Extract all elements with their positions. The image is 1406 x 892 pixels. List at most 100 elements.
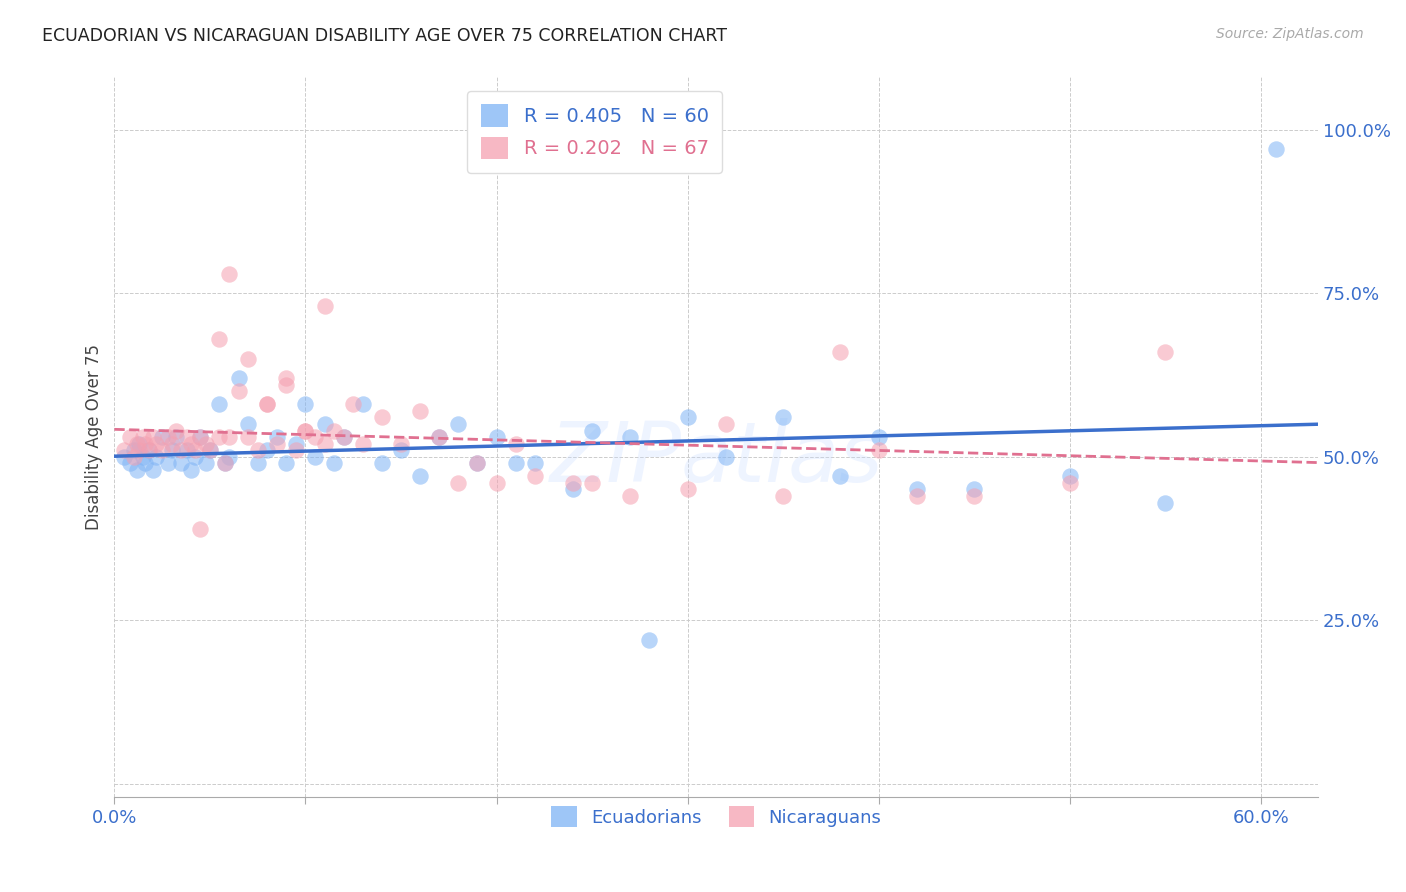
Point [276, 371, 298, 385]
Point [246, 456, 269, 470]
Point [165, 430, 187, 444]
Point [218, 450, 240, 464]
Text: ZIPatlas: ZIPatlas [550, 418, 883, 500]
Point [619, 430, 641, 444]
Point [276, 456, 298, 470]
Point [352, 436, 374, 450]
Point [228, 371, 250, 385]
Point [122, 450, 145, 464]
Point [170, 443, 193, 458]
Point [150, 443, 173, 458]
Point [409, 404, 432, 418]
Point [772, 410, 794, 425]
Point [160, 443, 183, 458]
Point [467, 456, 489, 470]
Point [1059, 469, 1081, 483]
Point [128, 443, 150, 458]
Point [160, 436, 183, 450]
Point [256, 397, 278, 411]
Point [1154, 495, 1177, 509]
Text: Source: ZipAtlas.com: Source: ZipAtlas.com [1216, 27, 1364, 41]
Y-axis label: Disability Age Over 75: Disability Age Over 75 [86, 344, 103, 530]
Point [266, 430, 288, 444]
Point [170, 456, 193, 470]
Point [562, 483, 585, 497]
Point [304, 430, 326, 444]
Point [447, 417, 470, 431]
Point [112, 443, 135, 458]
Point [830, 469, 852, 483]
Point [1059, 475, 1081, 490]
Point [523, 456, 546, 470]
Point [266, 436, 288, 450]
Point [118, 430, 141, 444]
Point [284, 443, 307, 458]
Point [505, 456, 527, 470]
Point [208, 332, 231, 346]
Point [180, 436, 202, 450]
Point [180, 463, 202, 477]
Point [208, 430, 231, 444]
Point [156, 456, 179, 470]
Point [183, 443, 205, 458]
Point [190, 522, 212, 536]
Point [389, 436, 412, 450]
Point [638, 632, 661, 647]
Point [371, 410, 394, 425]
Point [156, 430, 179, 444]
Point [276, 377, 298, 392]
Point [218, 267, 240, 281]
Legend: Ecuadorians, Nicaraguans: Ecuadorians, Nicaraguans [544, 799, 889, 835]
Point [256, 397, 278, 411]
Point [389, 443, 412, 458]
Point [246, 443, 269, 458]
Point [198, 443, 221, 458]
Point [323, 456, 346, 470]
Point [905, 483, 928, 497]
Point [342, 397, 364, 411]
Point [314, 417, 336, 431]
Point [676, 410, 699, 425]
Point [447, 475, 470, 490]
Point [485, 475, 508, 490]
Point [963, 483, 986, 497]
Point [176, 430, 198, 444]
Point [127, 436, 149, 450]
Point [868, 430, 890, 444]
Point [198, 443, 221, 458]
Point [314, 299, 336, 313]
Point [138, 443, 160, 458]
Point [323, 424, 346, 438]
Point [294, 424, 316, 438]
Point [138, 443, 160, 458]
Point [256, 443, 278, 458]
Point [427, 430, 450, 444]
Point [409, 469, 432, 483]
Point [214, 456, 236, 470]
Point [523, 469, 546, 483]
Point [218, 430, 240, 444]
Point [190, 430, 212, 444]
Point [134, 436, 156, 450]
Point [304, 450, 326, 464]
Point [963, 489, 986, 503]
Point [619, 489, 641, 503]
Point [427, 430, 450, 444]
Point [228, 384, 250, 399]
Point [371, 456, 394, 470]
Point [314, 436, 336, 450]
Point [195, 456, 218, 470]
Point [122, 443, 145, 458]
Point [150, 430, 173, 444]
Point [165, 424, 187, 438]
Point [145, 436, 167, 450]
Point [236, 430, 259, 444]
Point [905, 489, 928, 503]
Point [1265, 142, 1288, 156]
Point [214, 456, 236, 470]
Point [332, 430, 354, 444]
Point [112, 450, 135, 464]
Text: ECUADORIAN VS NICARAGUAN DISABILITY AGE OVER 75 CORRELATION CHART: ECUADORIAN VS NICARAGUAN DISABILITY AGE … [42, 27, 727, 45]
Point [134, 456, 156, 470]
Point [142, 463, 165, 477]
